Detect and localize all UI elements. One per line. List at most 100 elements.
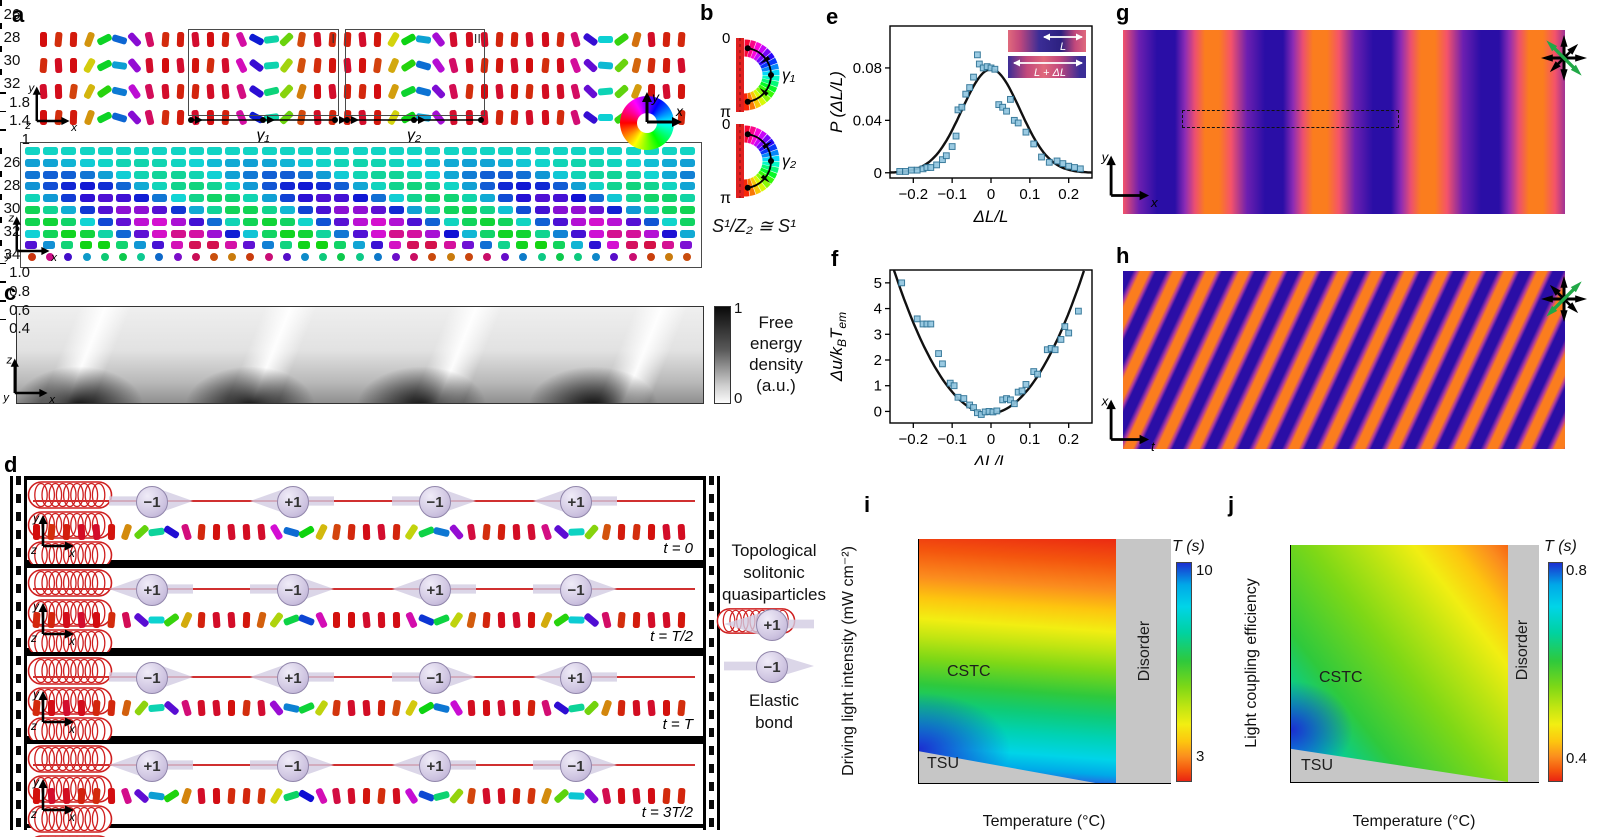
director-rod	[598, 36, 614, 43]
director-rod	[527, 699, 536, 717]
y-tick-label: 0.8	[9, 282, 30, 300]
director-rod	[152, 147, 168, 155]
director-rod	[432, 613, 451, 627]
director-rod	[583, 787, 600, 805]
director-rod	[207, 182, 222, 191]
b-gamma-label: γ₂	[782, 153, 796, 170]
director-rod	[377, 523, 386, 541]
data-point	[1076, 165, 1084, 173]
director-rod	[461, 229, 477, 238]
axis-corner-label: y	[4, 250, 12, 262]
director-dot	[373, 253, 382, 262]
director-rod	[257, 523, 266, 541]
c-cbar-line3: density	[749, 355, 803, 374]
pol-arrowhead	[1567, 302, 1579, 314]
director-rod	[516, 158, 532, 167]
director-rod	[570, 83, 581, 100]
director-rod	[297, 524, 316, 540]
director-rod	[467, 699, 476, 717]
director-rod	[568, 703, 585, 713]
director-rod	[552, 194, 568, 203]
director-rod	[598, 61, 614, 70]
inset-arrowhead	[1043, 33, 1050, 41]
pol-arrowhead	[1546, 305, 1558, 317]
director-rod	[79, 217, 95, 226]
director-rod	[407, 158, 423, 167]
director-rod	[498, 147, 514, 155]
y-tick-label: 0	[874, 403, 882, 420]
director-rod	[61, 229, 77, 238]
axis-right-arrowhead	[39, 388, 48, 398]
axis-triad: y x z	[30, 775, 76, 824]
director-rod	[480, 217, 495, 226]
region-box-1-label: I	[331, 31, 335, 46]
tspan: B	[835, 339, 849, 347]
j-disorder-region	[1508, 545, 1539, 782]
pol-arrowhead	[1549, 61, 1561, 73]
pol-arrowhead	[1570, 64, 1582, 76]
g: y x z	[24, 82, 78, 133]
g: z x y	[2, 354, 56, 405]
director-rod	[96, 32, 113, 47]
director-rod	[443, 241, 456, 250]
director-dot	[683, 253, 692, 262]
x-tick-label: 0.1	[1019, 431, 1040, 448]
director-rod	[176, 83, 185, 100]
director-rod	[632, 787, 641, 805]
director-rod	[282, 526, 301, 538]
director-rod	[582, 32, 599, 47]
director-rod	[207, 147, 222, 155]
x-tick-label: 32	[3, 75, 21, 92]
pol-arrow-line	[1550, 44, 1578, 72]
director-rod	[583, 612, 600, 628]
director-rod	[243, 170, 259, 179]
panel-label-a: a	[12, 2, 25, 27]
director-rod	[362, 611, 371, 629]
wheel-axes-icon: yx	[642, 89, 684, 127]
wheel-x-arrowhead	[672, 117, 682, 127]
director-rod	[498, 229, 514, 238]
director-rod	[279, 170, 295, 179]
director-rod	[228, 700, 235, 716]
j-colorbar-title: T (s)	[1544, 538, 1577, 555]
director-rod	[625, 147, 641, 155]
director-rod	[97, 147, 113, 155]
director-dot	[228, 253, 237, 262]
y-tick-label: 1.8	[9, 93, 30, 111]
gamma-dot	[344, 117, 350, 123]
j-blue-corner	[1291, 545, 1539, 782]
axis-right-label: x	[68, 546, 76, 560]
director-rod	[97, 217, 113, 226]
inset-LdL-label: L + ΔL	[1034, 67, 1066, 79]
c-cbar-line1: Free	[758, 313, 794, 332]
director-rod	[541, 83, 549, 100]
director-rod	[261, 241, 274, 250]
b-zero-label: 0	[722, 30, 730, 47]
director-rod	[54, 31, 63, 48]
director-rod	[552, 217, 568, 226]
director-rod	[482, 699, 491, 717]
data-point	[974, 51, 981, 59]
pol-arrowhead	[1560, 35, 1568, 47]
director-rod	[347, 699, 356, 717]
spring	[27, 804, 113, 834]
director-rod	[116, 229, 131, 238]
data-point	[999, 103, 1007, 111]
director-rod	[188, 194, 204, 203]
director-rod	[121, 611, 132, 629]
director-rod	[352, 170, 368, 179]
director-rod	[297, 788, 316, 804]
director-rod	[256, 611, 267, 629]
director-rod	[407, 217, 423, 226]
b-arc-dot	[744, 131, 751, 138]
data-point	[1014, 119, 1022, 127]
director-rod	[680, 147, 696, 155]
director-dot	[446, 253, 455, 262]
director-rod	[589, 170, 605, 179]
director-rod	[482, 523, 491, 541]
director-rod	[152, 229, 168, 238]
director-rod	[43, 206, 59, 214]
director-rod	[449, 699, 464, 717]
director-rod	[556, 31, 565, 48]
